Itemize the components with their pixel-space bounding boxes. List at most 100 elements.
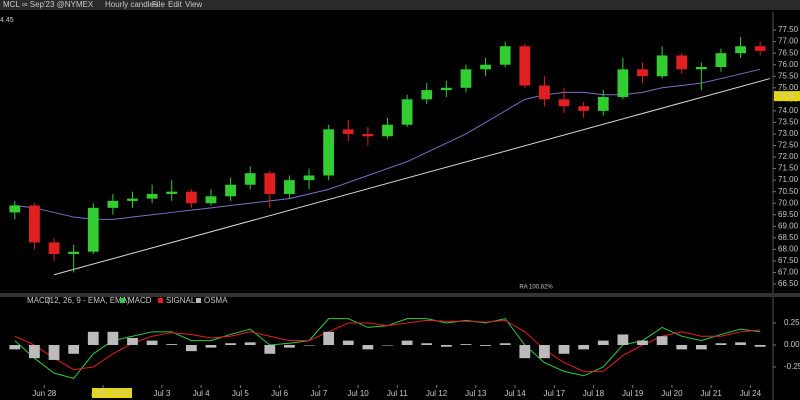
y-tick-label: 74.00 — [778, 106, 799, 115]
y-tick-label: 77.00 — [778, 37, 799, 46]
cursor-label-bg — [92, 388, 132, 398]
symbol[interactable]: MCL ∞ Sep'23 @NYMEX — [3, 0, 94, 9]
histogram-bar — [401, 340, 413, 345]
histogram-bar — [558, 345, 570, 354]
candle-body — [539, 85, 550, 100]
annotation: RA 100.82% — [519, 285, 553, 291]
last-price-bg — [774, 91, 800, 102]
candle-body — [460, 69, 472, 88]
x-tick-label: Jul 11 — [387, 389, 408, 398]
histogram-bar — [127, 337, 138, 345]
histogram-bar — [146, 340, 158, 345]
y-tick-label: 66.50 — [778, 279, 799, 288]
histogram-bar — [68, 345, 80, 354]
candle-body — [656, 55, 668, 77]
candle-body — [401, 99, 413, 125]
candle-body — [676, 55, 688, 70]
x-tick-label: Jul 13 — [465, 389, 487, 398]
y-tick-label: 76.50 — [778, 48, 799, 57]
candle-body — [480, 64, 491, 70]
candle-body — [499, 46, 511, 65]
candle-body — [127, 198, 138, 201]
x-tick-label: Jul 19 — [622, 389, 644, 398]
histogram-bar — [185, 345, 197, 352]
candle-body — [244, 173, 256, 185]
histogram-bar — [362, 345, 374, 350]
candle-body — [695, 67, 707, 70]
candle-body — [166, 191, 178, 194]
candle-body — [597, 97, 609, 111]
menu[interactable]: File — [152, 0, 165, 9]
x-tick-label: Jul 21 — [700, 389, 722, 398]
x-tick-label: Jul 17 — [544, 389, 566, 398]
interval[interactable]: Hourly candles — [105, 0, 158, 9]
y-tick-label: 67.00 — [778, 268, 799, 277]
histogram-bar — [205, 345, 217, 348]
candle-body — [558, 99, 570, 107]
candle-body — [421, 90, 433, 100]
y-tick-label: 72.00 — [778, 152, 799, 161]
legend-swatch — [120, 298, 125, 303]
histogram-bar — [676, 345, 688, 350]
candle-body — [68, 251, 80, 254]
histogram-bar — [342, 340, 354, 345]
macd-line — [14, 318, 761, 379]
histogram-bar — [695, 345, 707, 350]
candle-body — [617, 69, 629, 98]
y-tick-label: 76.00 — [778, 60, 799, 69]
candle-body — [382, 124, 393, 137]
x-tick-label: Jul 5 — [232, 389, 249, 398]
candle-body — [185, 191, 197, 204]
cursor-label: 29/6 15:00 — [93, 389, 131, 398]
menu[interactable]: Edit — [168, 0, 183, 9]
y-tick-label: -0.25 — [784, 362, 800, 371]
y-tick-label: 75.00 — [778, 83, 799, 92]
candle-body — [225, 184, 236, 197]
x-tick-label: Jul 18 — [583, 389, 605, 398]
menu[interactable]: View — [185, 0, 202, 9]
candle-body — [146, 193, 158, 199]
x-tick-label: Jul 10 — [347, 389, 369, 398]
candle-body — [440, 87, 452, 91]
candle-body — [303, 175, 315, 181]
histogram-bar — [87, 331, 99, 345]
x-tick-label: Jul 3 — [153, 389, 170, 398]
y-tick-label: 70.00 — [778, 198, 799, 207]
histogram-bar — [735, 342, 746, 345]
macd-title: MACD — [27, 296, 51, 305]
candle-body — [264, 173, 276, 194]
macd-params: (12, 26, 9 - EMA, EMA) — [47, 296, 130, 305]
y-tick-label: 67.50 — [778, 256, 799, 265]
change: 4.45 — [0, 17, 14, 24]
x-tick-label: Jun 28 — [32, 389, 57, 398]
histogram-bar — [539, 345, 550, 359]
histogram-bar — [323, 331, 335, 345]
histogram-bar — [519, 345, 531, 359]
x-tick-label: Jul 24 — [740, 389, 762, 398]
histogram-bar — [166, 344, 178, 345]
candle-body — [284, 180, 295, 194]
toolbar — [0, 0, 800, 10]
histogram-bar — [499, 343, 511, 345]
y-tick-label: 68.00 — [778, 244, 799, 253]
candle-body — [87, 207, 99, 252]
y-tick-label: 69.50 — [778, 210, 799, 219]
histogram-bar — [303, 345, 315, 346]
histogram-bar — [225, 343, 236, 345]
y-tick-label: 0.25 — [784, 318, 800, 327]
histogram-bar — [48, 345, 60, 360]
candle-body — [323, 129, 335, 176]
y-tick-label: 0.00 — [784, 340, 800, 349]
y-tick-label: 70.50 — [778, 187, 799, 196]
histogram-bar — [480, 345, 491, 346]
y-tick-label: 71.50 — [778, 164, 799, 173]
candle-body — [362, 133, 374, 137]
histogram-bar — [597, 340, 609, 345]
trendline — [53, 78, 771, 276]
legend-label: SIGNAL — [166, 296, 196, 305]
y-tick-label: 72.50 — [778, 141, 799, 150]
y-tick-label: 73.00 — [778, 129, 799, 138]
x-tick-label: Jul 4 — [193, 389, 210, 398]
